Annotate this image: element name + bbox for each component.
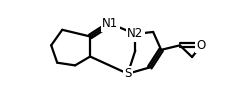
Text: N1: N1 [102, 17, 118, 30]
Text: N2: N2 [127, 27, 143, 40]
Text: O: O [197, 39, 206, 52]
Text: S: S [124, 67, 131, 80]
